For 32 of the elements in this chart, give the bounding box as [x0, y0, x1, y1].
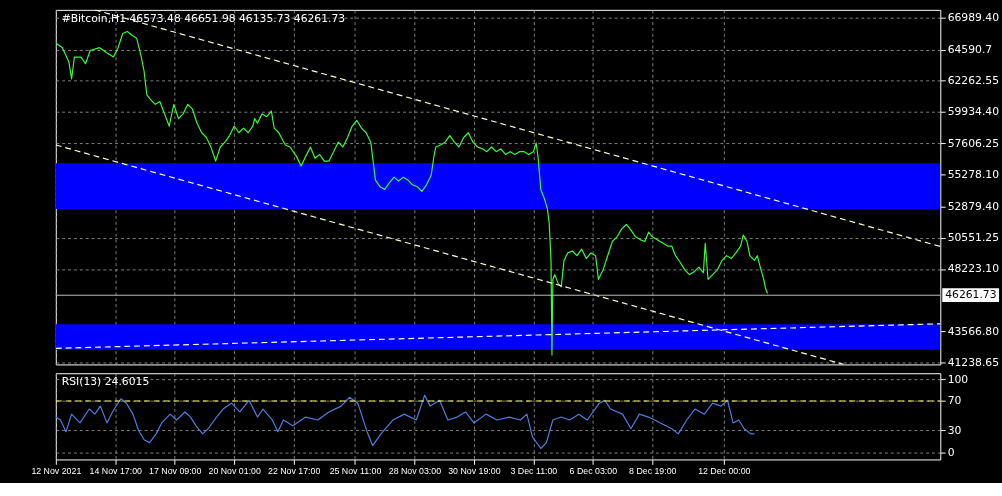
y-tick-label: 48223.10	[947, 262, 1000, 276]
y-tick-label: 62262.55	[947, 74, 1000, 88]
x-tick-label: 14 Nov 17:00	[89, 465, 143, 476]
x-tick-label: 6 Dec 03:00	[569, 465, 618, 476]
line-series	[55, 394, 756, 450]
x-tick-label: 17 Nov 09:00	[149, 465, 202, 476]
x-tick-label: 22 Nov 17:00	[267, 465, 321, 476]
y-tick-label: 57606.25	[947, 136, 1000, 150]
chart-title: RSI(13) 24.6015	[61, 374, 150, 388]
y-tick-label: 0	[947, 445, 955, 459]
x-tick-label: 25 Nov 11:00	[329, 465, 382, 476]
y-tick-label: 66989.40	[947, 10, 1000, 24]
x-tick-label: 20 Nov 01:00	[208, 465, 261, 476]
y-tick-label: 43566.80	[947, 324, 1000, 338]
chart-title: #Bitcoin,H1 46573.48 46651.98 46135.73 46261.73	[61, 11, 346, 25]
x-tick-label: 3 Dec 11:00	[510, 465, 558, 476]
y-tick-label: 70	[947, 394, 962, 408]
y-tick-label: 41238.65	[947, 355, 1000, 369]
x-tick-label: 12 Nov 2021	[31, 465, 82, 476]
y-tick-label: 50551.25	[947, 231, 1000, 245]
y-tick-label: 100	[947, 372, 969, 386]
y-tick-label: 55278.10	[947, 167, 1000, 181]
y-tick-label: 59934.40	[947, 105, 1000, 119]
y-tick-label: 52879.40	[947, 199, 1000, 213]
x-tick-label: 28 Nov 03:00	[388, 465, 442, 476]
y-tick-label: 30	[947, 423, 962, 437]
line-series	[55, 30, 769, 356]
x-tick-label: 8 Dec 19:00	[629, 465, 677, 476]
x-tick-label: 12 Dec 00:00	[698, 465, 751, 476]
x-tick-label: 30 Nov 19:00	[448, 465, 501, 476]
ref-line-label: 46261.73	[945, 288, 997, 302]
y-tick-label: 64590.7	[947, 42, 993, 56]
